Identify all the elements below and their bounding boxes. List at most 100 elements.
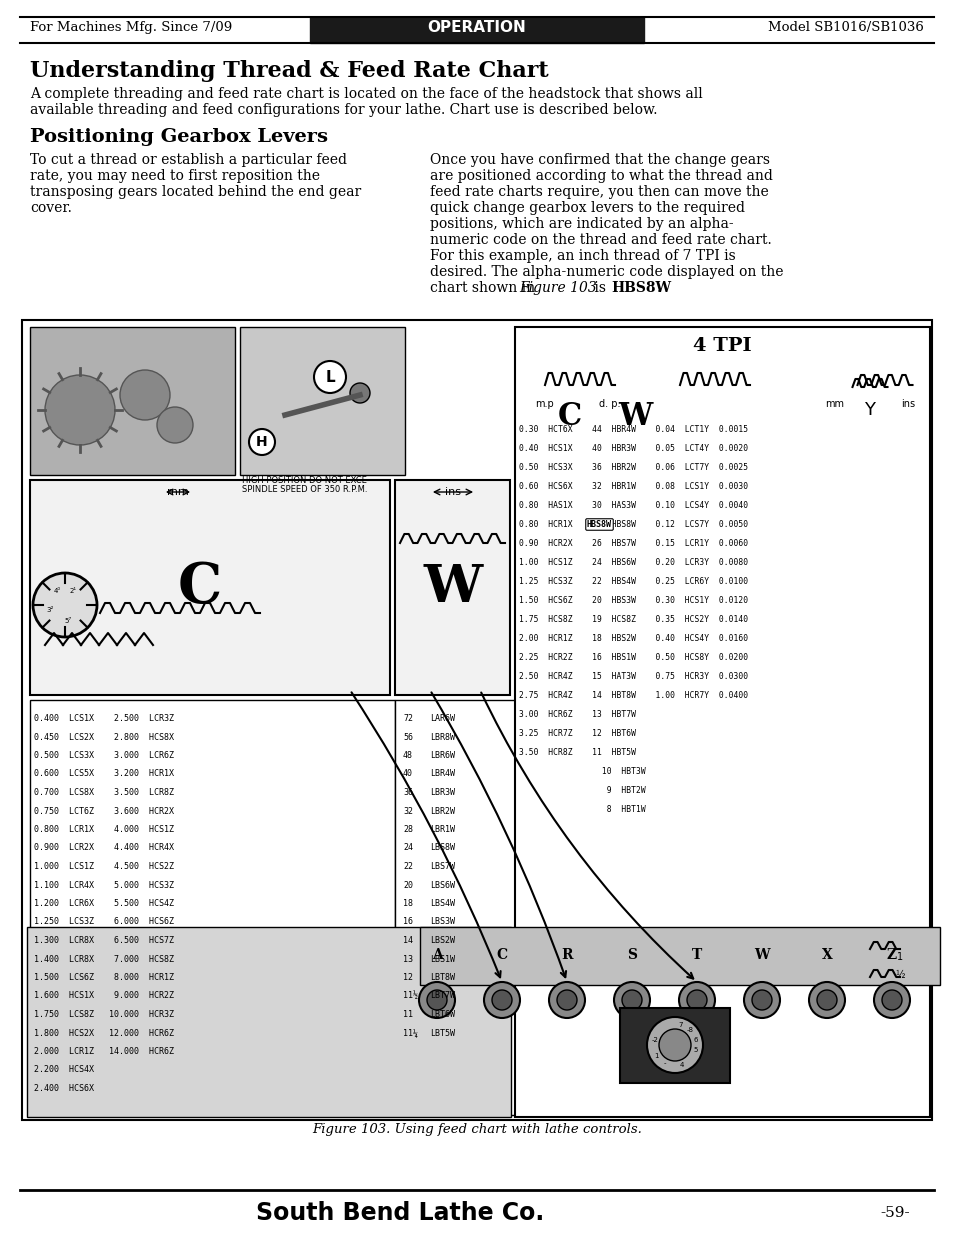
Circle shape [557, 990, 577, 1010]
Bar [395, 700, 515, 1115]
Text: ins: ins [900, 399, 914, 409]
Text: A complete threading and feed rate chart is located on the face of the headstock: A complete threading and feed rate chart… [30, 86, 702, 101]
Text: 1.600  HCS1X    9.000  HCR2Z: 1.600 HCS1X 9.000 HCR2Z [34, 992, 173, 1000]
Text: 0.800  LCR1X    4.000  HCS1Z: 0.800 LCR1X 4.000 HCS1Z [34, 825, 173, 834]
Text: 4: 4 [679, 1062, 683, 1068]
Text: Model SB1016/SB1036: Model SB1016/SB1036 [767, 21, 923, 35]
Text: 2.400  HCS6X: 2.400 HCS6X [34, 1084, 94, 1093]
Text: -2: -2 [651, 1036, 658, 1042]
Circle shape [816, 990, 836, 1010]
Text: LAR6W: LAR6W [430, 714, 455, 722]
Text: 10  HBT3W: 10 HBT3W [518, 767, 645, 776]
Text: C: C [177, 559, 222, 615]
Text: cover.: cover. [30, 201, 71, 215]
Text: 0.500  LCS3X    3.000  LCR6Z: 0.500 LCS3X 3.000 LCR6Z [34, 751, 173, 760]
Text: 8  HBT1W: 8 HBT1W [518, 805, 645, 814]
Text: 2.50  HCR4Z    15  HAT3W    0.75  HCR3Y  0.0300: 2.50 HCR4Z 15 HAT3W 0.75 HCR3Y 0.0300 [518, 672, 747, 680]
Text: HBS8W: HBS8W [610, 282, 670, 295]
Text: mm: mm [824, 399, 843, 409]
Circle shape [427, 990, 447, 1010]
Circle shape [548, 982, 584, 1018]
Text: 48: 48 [402, 751, 413, 760]
Text: feed rate charts require, you then can move the: feed rate charts require, you then can m… [430, 185, 768, 199]
Text: LBR3W: LBR3W [430, 788, 455, 797]
Circle shape [743, 982, 780, 1018]
Text: 0.80  HCR1X    2B  HBS8W    0.12  LCS7Y  0.0050: 0.80 HCR1X 2B HBS8W 0.12 LCS7Y 0.0050 [518, 520, 747, 529]
Text: S: S [626, 948, 637, 962]
Text: -8: -8 [685, 1028, 693, 1034]
Text: 0.600  LCS5X    3.200  HCR1X: 0.600 LCS5X 3.200 HCR1X [34, 769, 173, 778]
Text: 1.25  HCS3Z    22  HBS4W    0.25  LCR6Y  0.0100: 1.25 HCS3Z 22 HBS4W 0.25 LCR6Y 0.0100 [518, 577, 747, 585]
Text: 0.700  LCS8X    3.500  LCR8Z: 0.700 LCS8X 3.500 LCR8Z [34, 788, 173, 797]
Text: .: . [657, 282, 660, 295]
Bar [27, 927, 511, 1116]
Text: To cut a thread or establish a particular feed: To cut a thread or establish a particula… [30, 153, 347, 167]
Text: LBS6W: LBS6W [430, 881, 455, 889]
Text: 0.400  LCS1X    2.500  LCR3Z: 0.400 LCS1X 2.500 LCR3Z [34, 714, 173, 722]
Text: 1.500  LCS6Z    8.000  HCR1Z: 1.500 LCS6Z 8.000 HCR1Z [34, 973, 173, 982]
Circle shape [646, 1016, 702, 1073]
Text: 1.400  LCR8X    7.000  HCS8Z: 1.400 LCR8X 7.000 HCS8Z [34, 955, 173, 963]
Text: LBR8W: LBR8W [430, 732, 455, 741]
Text: 9  HBT2W: 9 HBT2W [518, 785, 645, 795]
Text: 1.750  LCS8Z   10.000  HCR3Z: 1.750 LCS8Z 10.000 HCR3Z [34, 1010, 173, 1019]
Text: Once you have confirmed that the change gears: Once you have confirmed that the change … [430, 153, 769, 167]
Text: 2.00  HCR1Z    18  HBS2W    0.40  HCS4Y  0.0160: 2.00 HCR1Z 18 HBS2W 0.40 HCS4Y 0.0160 [518, 634, 747, 643]
Text: 28: 28 [402, 825, 413, 834]
Text: Positioning Gearbox Levers: Positioning Gearbox Levers [30, 128, 328, 146]
Circle shape [418, 982, 455, 1018]
Text: 0.900  LCR2X    4.400  HCR4X: 0.900 LCR2X 4.400 HCR4X [34, 844, 173, 852]
Text: LBS4W: LBS4W [430, 899, 455, 908]
Text: C: C [496, 948, 507, 962]
Text: 1.200  LCR6X    5.500  HCS4Z: 1.200 LCR6X 5.500 HCS4Z [34, 899, 173, 908]
Circle shape [751, 990, 771, 1010]
Bar [30, 327, 234, 475]
Text: 0.80  HAS1X    30  HAS3W    0.10  LCS4Y  0.0040: 0.80 HAS1X 30 HAS3W 0.10 LCS4Y 0.0040 [518, 501, 747, 510]
Text: 40: 40 [402, 769, 413, 778]
Text: For Machines Mfg. Since 7/09: For Machines Mfg. Since 7/09 [30, 21, 232, 35]
Text: T: T [691, 948, 701, 962]
Text: 1.000  LCS1Z    4.500  HCS2Z: 1.000 LCS1Z 4.500 HCS2Z [34, 862, 173, 871]
Text: ins: ins [444, 487, 460, 496]
Circle shape [120, 370, 170, 420]
Text: HBS8W: HBS8W [586, 520, 612, 529]
Text: 1: 1 [896, 952, 902, 962]
Text: 1.50  HCS6Z    20  HBS3W    0.30  HCS1Y  0.0120: 1.50 HCS6Z 20 HBS3W 0.30 HCS1Y 0.0120 [518, 597, 747, 605]
Text: 11¼: 11¼ [402, 1029, 417, 1037]
Circle shape [33, 573, 97, 637]
Text: 4 TPI: 4 TPI [693, 337, 751, 354]
Text: ½: ½ [894, 969, 903, 981]
Text: L: L [325, 369, 335, 384]
Circle shape [621, 990, 641, 1010]
Text: 4⁰: 4⁰ [53, 588, 60, 594]
Text: are positioned according to what the thread and: are positioned according to what the thr… [430, 169, 772, 183]
Text: OPERATION: OPERATION [427, 21, 526, 36]
Text: LBR4W: LBR4W [430, 769, 455, 778]
Text: Understanding Thread & Feed Rate Chart: Understanding Thread & Feed Rate Chart [30, 61, 548, 82]
Text: available threading and feed configurations for your lathe. Chart use is describ: available threading and feed configurati… [30, 103, 657, 117]
Text: m.p: m.p [535, 399, 554, 409]
Text: 20: 20 [402, 881, 413, 889]
Text: Y: Y [863, 401, 875, 419]
Text: 0.40  HCS1X    40  HBR3W    0.05  LCT4Y  0.0020: 0.40 HCS1X 40 HBR3W 0.05 LCT4Y 0.0020 [518, 445, 747, 453]
Bar [22, 320, 931, 1120]
Text: 5⁷: 5⁷ [64, 618, 71, 624]
Circle shape [350, 383, 370, 403]
Text: 18: 18 [402, 899, 413, 908]
Text: 11: 11 [402, 1010, 413, 1019]
Text: X: X [821, 948, 832, 962]
Text: 1.250  LCS3Z    6.000  HCS6Z: 1.250 LCS3Z 6.000 HCS6Z [34, 918, 173, 926]
Text: 13: 13 [402, 955, 413, 963]
Text: LBR2W: LBR2W [430, 806, 455, 815]
Text: 2.000  LCR1Z   14.000  HCR6Z: 2.000 LCR1Z 14.000 HCR6Z [34, 1047, 173, 1056]
Text: A: A [431, 948, 442, 962]
Text: 3²: 3² [47, 608, 53, 614]
Text: 22: 22 [402, 862, 413, 871]
Circle shape [686, 990, 706, 1010]
Text: 32: 32 [402, 806, 413, 815]
Text: LBT5W: LBT5W [430, 1029, 455, 1037]
Circle shape [249, 429, 274, 454]
Text: LBR1W: LBR1W [430, 825, 455, 834]
Text: H: H [256, 435, 268, 450]
Text: transposing gears located behind the end gear: transposing gears located behind the end… [30, 185, 361, 199]
